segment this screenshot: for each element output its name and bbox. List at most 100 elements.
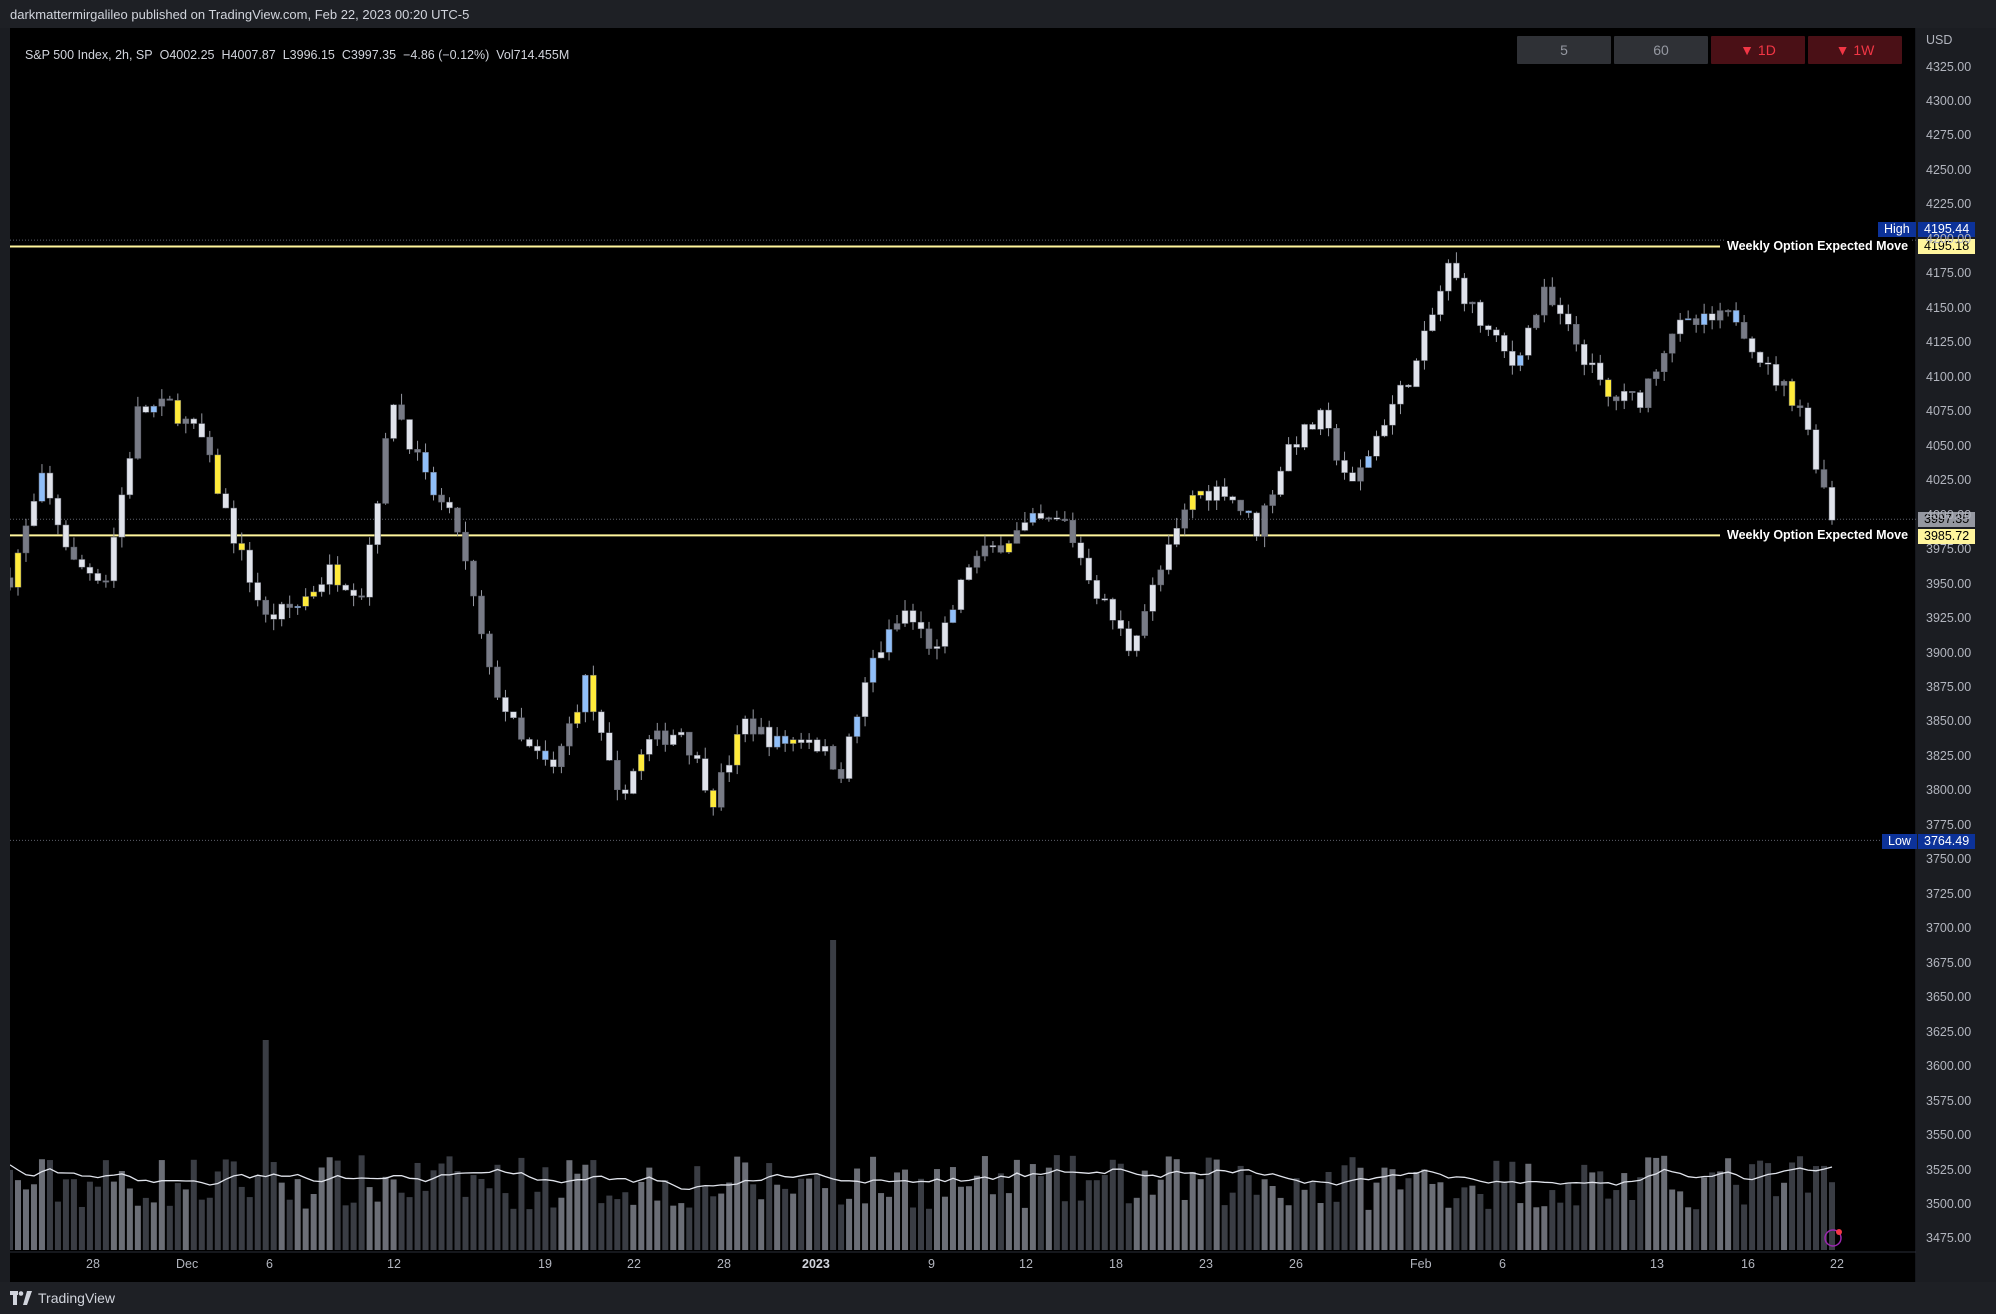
volume-bar [1293, 1178, 1300, 1250]
price-tick-label: 3975.00 [1926, 542, 1972, 557]
candle-body [1573, 324, 1580, 345]
volume-bar [758, 1199, 765, 1250]
interval-60-button[interactable]: 60 [1614, 36, 1708, 64]
volume-bar [1453, 1198, 1460, 1250]
volume-bar [1805, 1192, 1812, 1250]
candle-body [558, 745, 565, 768]
volume-bar [638, 1181, 645, 1250]
price-tick-label: 3900.00 [1926, 645, 1972, 660]
volume-bar [1533, 1207, 1540, 1250]
candle-body [334, 564, 341, 586]
volume-bar [310, 1194, 317, 1250]
volume-bar [925, 1208, 932, 1250]
candle-body [1660, 353, 1668, 372]
interval-5-button[interactable]: 5 [1517, 36, 1611, 64]
candle-body [1013, 530, 1021, 544]
volume-bar [1565, 1182, 1572, 1250]
legend-low: L3996.15 [282, 48, 335, 62]
candle-body [1381, 424, 1388, 437]
volume-bar [1757, 1160, 1764, 1250]
volume-bar [686, 1207, 693, 1250]
candle-body [446, 501, 453, 509]
candle-body [326, 564, 333, 585]
tradingview-logo[interactable]: TradingView [10, 1290, 115, 1306]
volume-bar [981, 1156, 988, 1250]
candle-body [1421, 330, 1428, 361]
volume-bar [654, 1200, 661, 1250]
candle-body [1285, 444, 1292, 472]
candle-body [630, 770, 637, 794]
candle-body [574, 711, 581, 724]
candle-body [1612, 396, 1620, 402]
candle-body [1724, 310, 1732, 313]
symbol-name[interactable]: S&P 500 Index, 2h, SP [24, 48, 153, 62]
interval-1w-button[interactable]: ▼ 1W [1808, 36, 1902, 64]
volume-bar [1797, 1156, 1804, 1250]
volume-bar [941, 1196, 948, 1250]
volume-bar [398, 1192, 405, 1250]
candle-body [1357, 467, 1364, 482]
volume-bar [30, 1184, 37, 1250]
candle-body [494, 666, 501, 698]
volume-bar [1485, 1208, 1492, 1250]
volume-bar [222, 1159, 229, 1250]
candle-body [1301, 424, 1308, 448]
candle-body [1077, 542, 1085, 559]
volume-bar [1437, 1182, 1444, 1250]
candle-body [725, 764, 733, 773]
volume-bar [1709, 1172, 1716, 1250]
volume-bar [878, 1193, 885, 1250]
legend-high: H4007.87 [221, 48, 276, 62]
time-tick-label: 26 [1289, 1257, 1303, 1271]
candle-body [853, 716, 861, 737]
volume-bar [1621, 1173, 1628, 1250]
candle-body [1141, 611, 1149, 636]
candle-body [254, 582, 261, 601]
volume-bar [1597, 1171, 1604, 1250]
candle-body [933, 646, 941, 649]
price-tick-label: 4150.00 [1926, 300, 1972, 315]
candle-body [1157, 569, 1164, 586]
candle-body [1165, 544, 1172, 571]
candle-body [30, 501, 38, 527]
volume-bar [1493, 1160, 1500, 1250]
volume-bar [902, 1169, 909, 1250]
chart-canvas[interactable] [10, 28, 1916, 1282]
volume-bar [174, 1183, 181, 1250]
volume-bar [350, 1202, 357, 1250]
volume-bar [110, 1181, 117, 1250]
currency-label: USD [1926, 33, 1953, 47]
candle-body [1053, 517, 1061, 520]
candle-body [1221, 486, 1228, 497]
lower-line-label: Weekly Option Expected Move [1724, 528, 1912, 542]
candle-body [1517, 355, 1524, 366]
low-value-badge: 3764.49 [1918, 834, 1976, 849]
volume-bar [78, 1206, 85, 1250]
chart-pane[interactable] [10, 28, 1916, 1282]
volume-bar [726, 1182, 733, 1250]
candle-body [1261, 505, 1268, 537]
volume-bar [718, 1193, 725, 1250]
candle-body [1293, 444, 1300, 448]
candle-body [22, 525, 30, 554]
volume-bar [1421, 1169, 1428, 1250]
candle-body [542, 750, 549, 760]
volume-bar [1173, 1159, 1180, 1250]
volume-bar [1517, 1203, 1524, 1250]
volume-bar [254, 1175, 261, 1250]
interval-1d-button[interactable]: ▼ 1D [1711, 36, 1805, 64]
candle-body [406, 419, 413, 450]
volume-bar [182, 1189, 189, 1250]
legend-change: −4.86 (−0.12%) [403, 48, 490, 62]
volume-bar [262, 1040, 269, 1250]
candle-body [1069, 519, 1077, 544]
price-tick-label: 3750.00 [1926, 852, 1972, 867]
volume-bar [1469, 1185, 1476, 1250]
volume-bar [1405, 1178, 1412, 1250]
high-value-badge: 4195.44 [1918, 222, 1976, 237]
volume-bar [1509, 1161, 1516, 1250]
volume-bar [214, 1171, 221, 1250]
volume-bar [1093, 1180, 1100, 1250]
volume-bar [302, 1208, 309, 1250]
volume-bar [766, 1163, 773, 1250]
